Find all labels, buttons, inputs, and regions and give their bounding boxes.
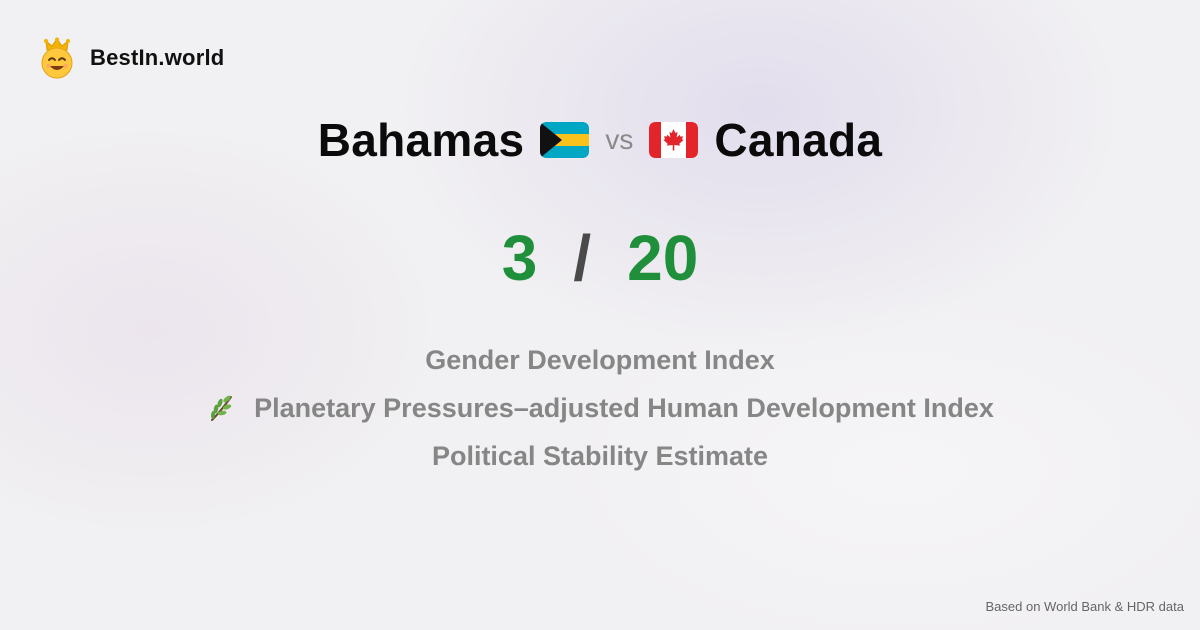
metric-label: Political Stability Estimate xyxy=(431,440,769,471)
metric-label: Gender Development Index xyxy=(425,344,775,375)
comparison-title: Bahamas vs Canada xyxy=(0,110,1200,170)
metric-list: Gender Development Index Planetary Press… xyxy=(0,336,1200,480)
right-country-name: Canada xyxy=(714,114,883,166)
left-country-name: Bahamas xyxy=(317,114,525,166)
brand-name: BestIn.world xyxy=(90,45,225,70)
metric-item: Gender Development Index xyxy=(0,336,1200,384)
bahamas-flag-icon xyxy=(540,122,590,158)
canada-flag-icon xyxy=(649,122,699,158)
brand[interactable]: BestIn.world xyxy=(38,37,224,79)
herb-sprig-icon xyxy=(211,395,233,421)
left-score: 3 xyxy=(501,222,538,294)
score-separator: / xyxy=(573,222,592,294)
right-score: 20 xyxy=(627,222,699,294)
vs-label: vs xyxy=(605,124,634,155)
metric-item: Political Stability Estimate xyxy=(0,432,1200,480)
metric-label: Planetary Pressures–adjusted Human Devel… xyxy=(254,392,994,423)
crowned-smiley-icon xyxy=(41,37,73,79)
source-note: Based on World Bank & HDR data xyxy=(985,599,1184,614)
score: 3 / 20 xyxy=(0,218,1200,298)
metric-item: Planetary Pressures–adjusted Human Devel… xyxy=(0,384,1200,432)
